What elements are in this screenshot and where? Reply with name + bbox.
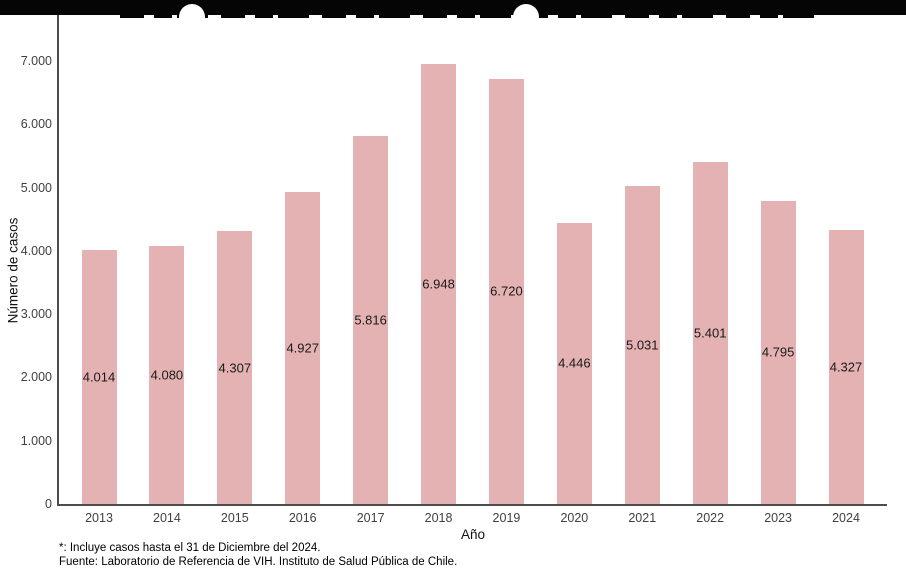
bar-2023: [760, 200, 796, 504]
bar-value-label: 6.720: [490, 283, 523, 299]
redaction-bar-ragged-edge: [120, 15, 820, 18]
bar-value-label: 6.948: [422, 276, 455, 292]
bar-2024: [828, 230, 864, 504]
footnotes: *: Incluye casos hasta el 31 de Diciembr…: [59, 542, 457, 569]
bar-value-label: 4.080: [150, 367, 184, 383]
bar-value-label: 5.401: [693, 325, 727, 341]
bar-2018: [421, 64, 457, 504]
y-tick-label: 0: [45, 497, 52, 511]
bar-value-label: 4.307: [218, 360, 252, 376]
redaction-dot: [513, 4, 539, 30]
redaction-dot: [179, 4, 205, 30]
bar-value-label: 4.014: [82, 369, 116, 385]
bar-2019: [488, 78, 524, 504]
bar-2013: [81, 249, 117, 504]
y-tick-label: 4.000: [20, 243, 52, 258]
y-tick-label: 7.000: [20, 54, 52, 68]
bar-2021: [624, 185, 660, 504]
bar-value-label: 5.816: [354, 312, 387, 328]
x-tick-label: 2016: [288, 511, 317, 525]
bar-value-label: 5.031: [625, 337, 659, 353]
footnote-source: Fuente: Laboratorio de Referencia de VIH…: [59, 555, 458, 568]
y-tick-label: 3.000: [20, 307, 52, 322]
bar-value-label: 4.327: [829, 359, 863, 375]
x-tick-label: 2022: [696, 511, 725, 525]
bar-2016: [285, 192, 321, 504]
bar-value-label: 4.795: [761, 344, 795, 360]
redaction-bar: [0, 0, 906, 15]
bar-2017: [353, 135, 389, 504]
bar-2020: [556, 222, 592, 504]
x-tick-label: 2015: [220, 511, 249, 525]
x-axis-line: [57, 504, 887, 506]
y-tick-label: 6.000: [20, 117, 52, 132]
y-tick-label: 1.000: [20, 433, 52, 448]
x-axis-title: Año: [460, 527, 486, 542]
x-tick-label: 2023: [764, 511, 792, 525]
x-tick-label: 2020: [560, 511, 589, 525]
bar-2022: [692, 162, 728, 504]
y-tick-label: 5.000: [20, 180, 52, 195]
x-tick-label: 2014: [153, 511, 181, 525]
x-tick-label: 2024: [832, 511, 860, 525]
x-tick-label: 2019: [492, 511, 521, 525]
y-tick-label: 2.000: [20, 370, 52, 385]
x-tick-label: 2013: [85, 511, 113, 525]
bar-2014: [149, 245, 185, 504]
bar-2015: [217, 231, 253, 504]
x-tick-label: 2018: [424, 511, 453, 525]
footnote-asterisk: *: Incluye casos hasta el 31 de Diciembr…: [59, 542, 321, 554]
y-axis-line: [57, 14, 59, 506]
bar-value-label: 4.927: [286, 340, 319, 356]
x-tick-label: 2021: [628, 511, 657, 525]
bar-value-label: 4.446: [558, 355, 591, 371]
x-tick-label: 2017: [356, 511, 385, 525]
